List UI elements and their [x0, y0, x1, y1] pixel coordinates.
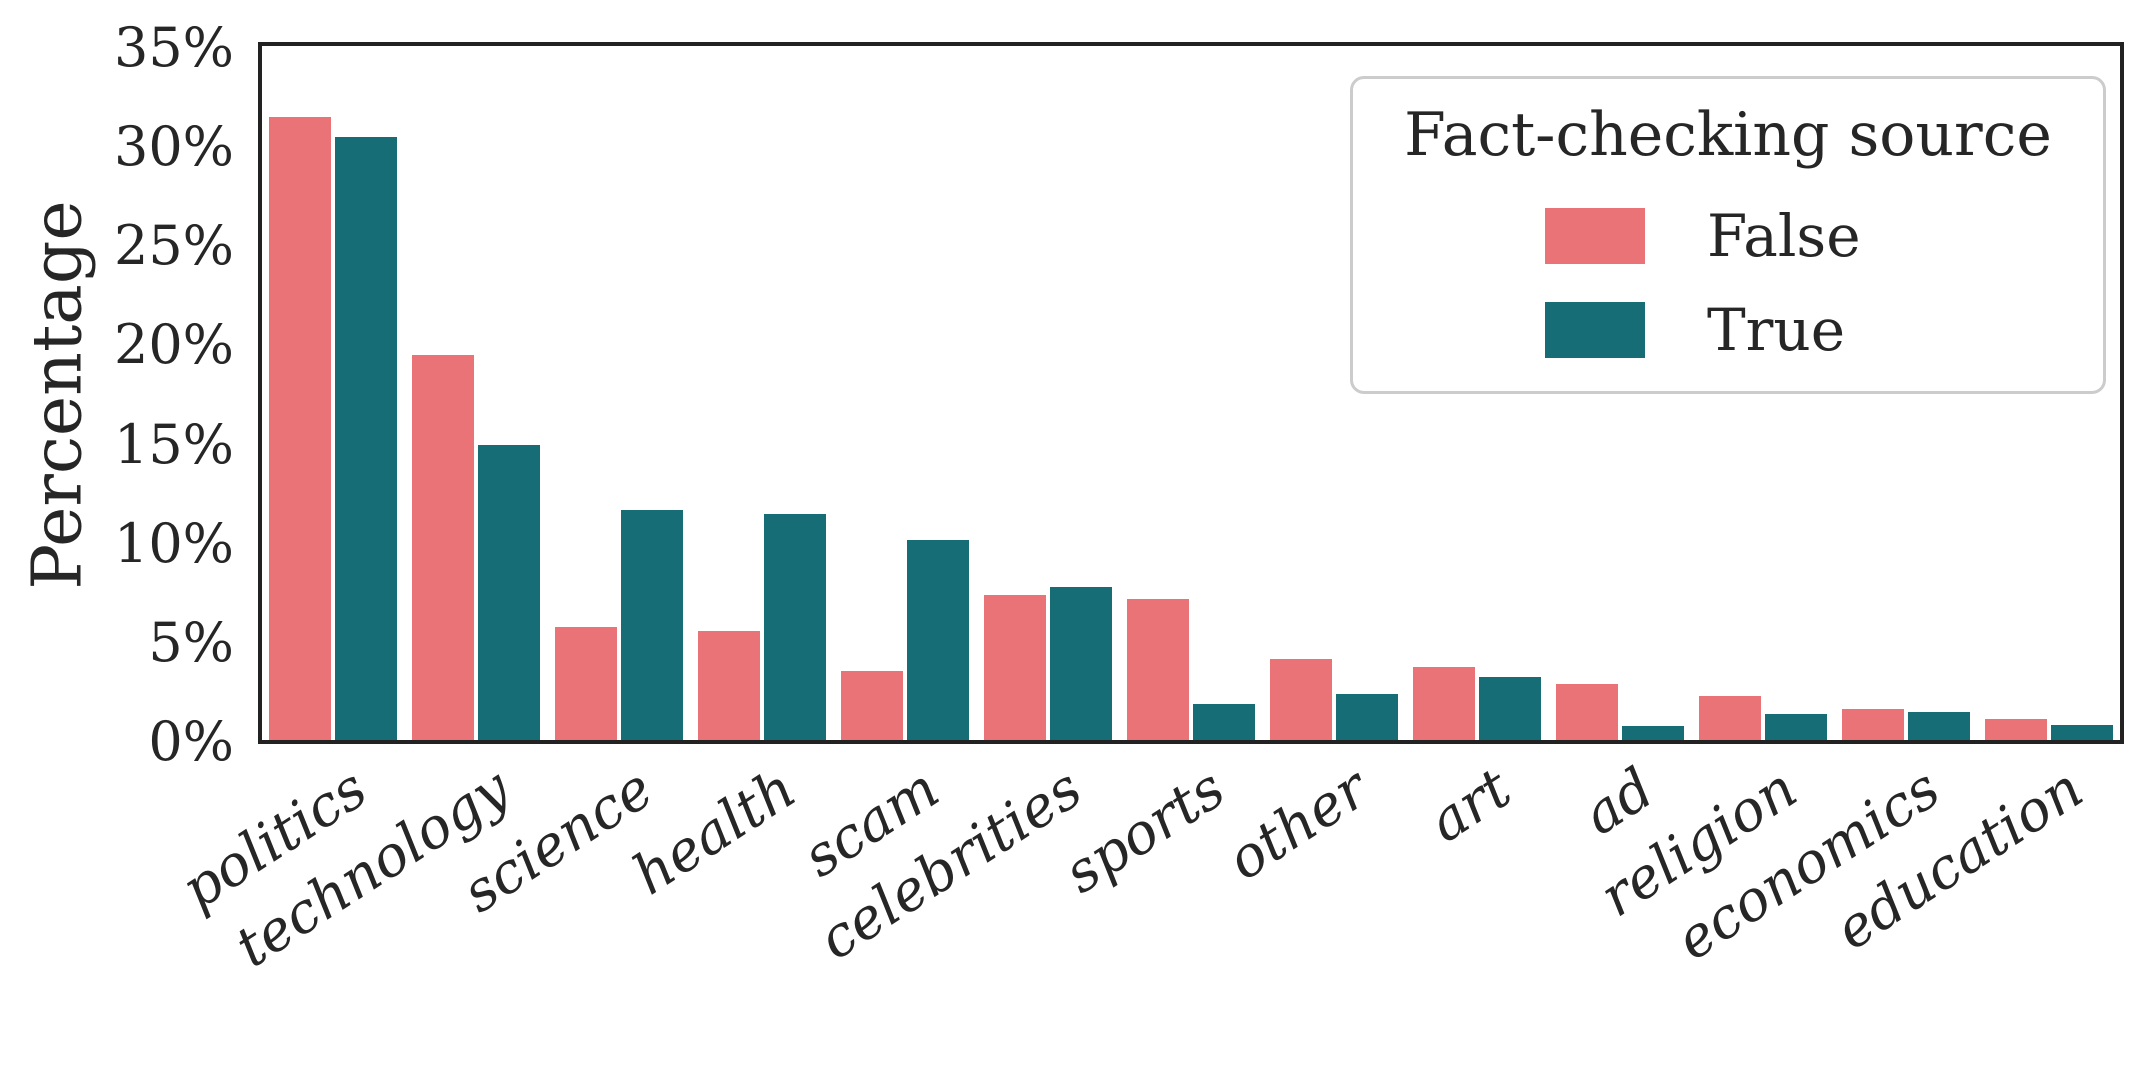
y-axis-title: Percentage [18, 200, 98, 590]
bar-art-false [1412, 667, 1475, 740]
y-tick-label-30: 30% [113, 115, 234, 179]
bar-other-true [1335, 694, 1398, 740]
legend-swatch-false [1545, 208, 1645, 264]
bar-technology-false [412, 355, 475, 740]
bar-technology-true [478, 445, 541, 740]
x-tick-label-scam: scam [792, 756, 951, 891]
legend-label-false: False [1707, 202, 1861, 270]
x-tick-label-education: education [1823, 756, 2094, 964]
x-tick-label-sports: sports [1053, 756, 1237, 907]
bar-science-true [621, 510, 684, 740]
bar-ad-false [1555, 684, 1618, 740]
y-tick-label-5: 5% [148, 610, 234, 674]
x-tick-label-technology: technology [224, 756, 522, 981]
bar-celebrities-true [1050, 587, 1113, 740]
legend-row-false: False [1545, 207, 2103, 265]
bar-health-false [698, 631, 761, 740]
bar-ad-true [1621, 726, 1684, 740]
bar-art-true [1478, 677, 1541, 740]
bar-sports-true [1193, 704, 1255, 740]
bar-scam-false [841, 671, 904, 740]
bar-economics-false [1841, 709, 1904, 740]
bar-religion-false [1698, 696, 1761, 740]
x-tick-label-other: other [1216, 756, 1380, 894]
bar-education-false [1984, 719, 2047, 740]
bar-economics-true [1907, 712, 1970, 740]
legend-title: Fact-checking source [1404, 100, 2052, 170]
x-tick-label-religion: religion [1588, 756, 1809, 930]
x-tick-label-celebrities: celebrities [807, 756, 1094, 974]
x-tick-label-health: health [622, 756, 808, 909]
bar-other-false [1269, 659, 1332, 740]
bar-education-true [2050, 725, 2113, 740]
x-tick-label-politics: politics [170, 756, 379, 923]
bar-politics-false [269, 117, 332, 740]
bar-sports-false [1127, 599, 1189, 740]
bar-religion-true [1764, 714, 1827, 740]
x-tick-label-art: art [1417, 756, 1523, 856]
x-tick-label-science: science [451, 756, 665, 926]
y-tick-label-35: 35% [113, 15, 234, 79]
x-tick-label-economics: economics [1664, 756, 1952, 974]
legend-box: Fact-checking source False True [1350, 76, 2106, 394]
bar-politics-true [335, 137, 398, 740]
bar-science-false [555, 627, 618, 740]
bar-health-true [764, 514, 827, 740]
legend-label-true: True [1707, 296, 1846, 364]
y-tick-label-0: 0% [148, 710, 234, 773]
bar-scam-true [907, 540, 970, 740]
x-tick-label-ad: ad [1571, 756, 1666, 849]
legend-swatch-true [1545, 302, 1645, 358]
bar-celebrities-false [984, 595, 1047, 740]
legend-row-true: True [1545, 301, 2103, 359]
